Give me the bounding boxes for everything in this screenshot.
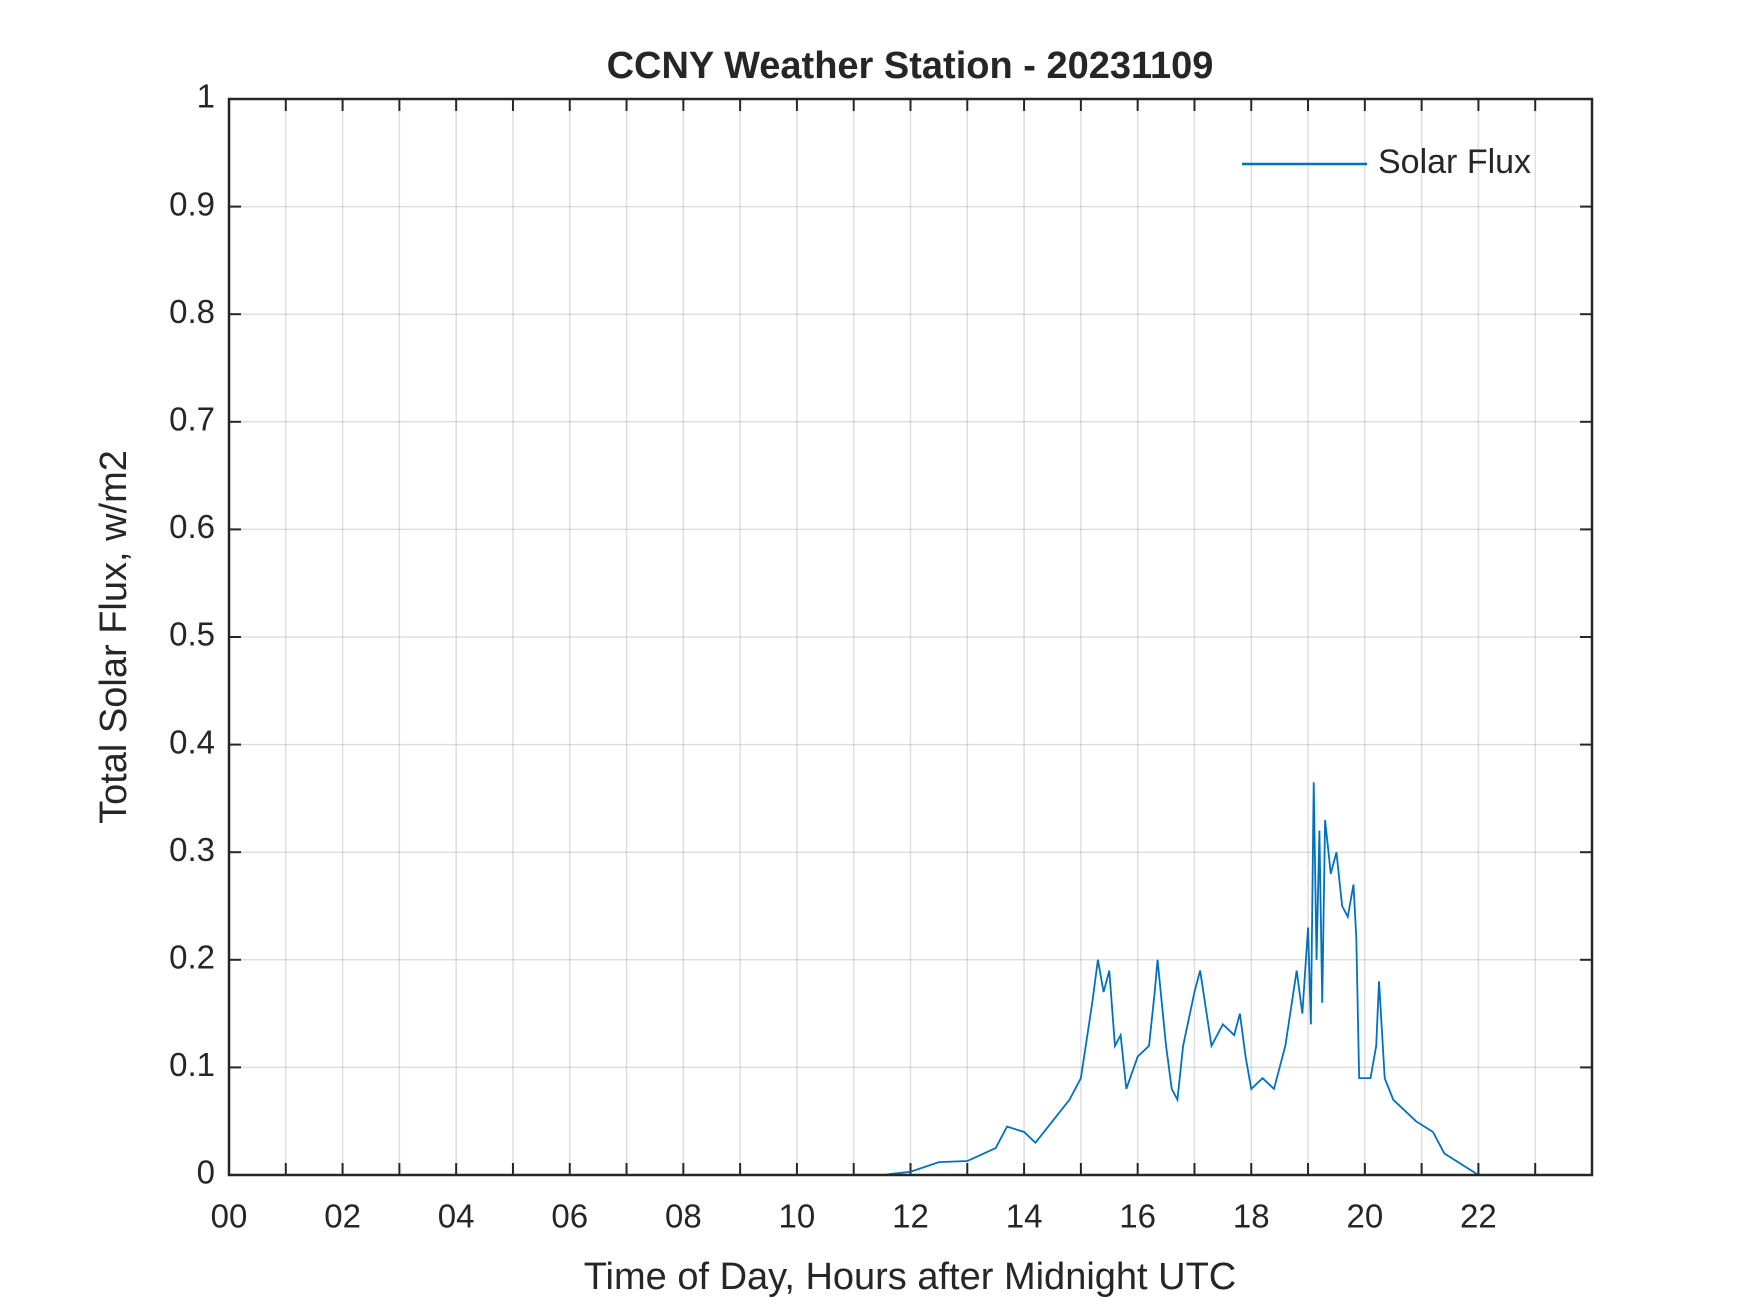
y-tick-label: 0.6: [169, 508, 215, 545]
data-line: [229, 782, 1592, 1176]
x-tick-label: 14: [1006, 1198, 1043, 1235]
x-tick-label: 06: [551, 1198, 588, 1235]
y-axis-label: Total Solar Flux, w/m2: [93, 450, 135, 824]
y-tick-label: 0.2: [169, 939, 215, 976]
x-tick-label: 22: [1460, 1198, 1497, 1235]
x-tick-label: 10: [779, 1198, 816, 1235]
y-tick-label: 0.8: [169, 293, 215, 330]
chart-title: CCNY Weather Station - 20231109: [607, 45, 1214, 87]
x-tick-label: 20: [1346, 1198, 1383, 1235]
y-tick-label: 0.1: [169, 1046, 215, 1083]
x-tick-label: 00: [211, 1198, 248, 1235]
x-tick-label: 08: [665, 1198, 702, 1235]
y-tick-label: 1: [197, 78, 215, 115]
y-tick-label: 0.4: [169, 723, 215, 760]
y-tick-label: 0: [197, 1154, 215, 1191]
y-tick-label: 0.3: [169, 831, 215, 868]
legend-label: Solar Flux: [1378, 143, 1531, 181]
plot-frame: [227, 97, 1594, 1177]
y-tick-label: 0.9: [169, 185, 215, 222]
x-tick-label: 16: [1119, 1198, 1156, 1235]
x-axis-label: Time of Day, Hours after Midnight UTC: [584, 1256, 1237, 1298]
x-tick-label: 04: [438, 1198, 475, 1235]
x-tick-label: 12: [892, 1198, 929, 1235]
x-tick-label: 02: [324, 1198, 361, 1235]
x-tick-label: 18: [1233, 1198, 1270, 1235]
y-tick-label: 0.7: [169, 401, 215, 438]
y-tick-label: 0.5: [169, 616, 215, 653]
